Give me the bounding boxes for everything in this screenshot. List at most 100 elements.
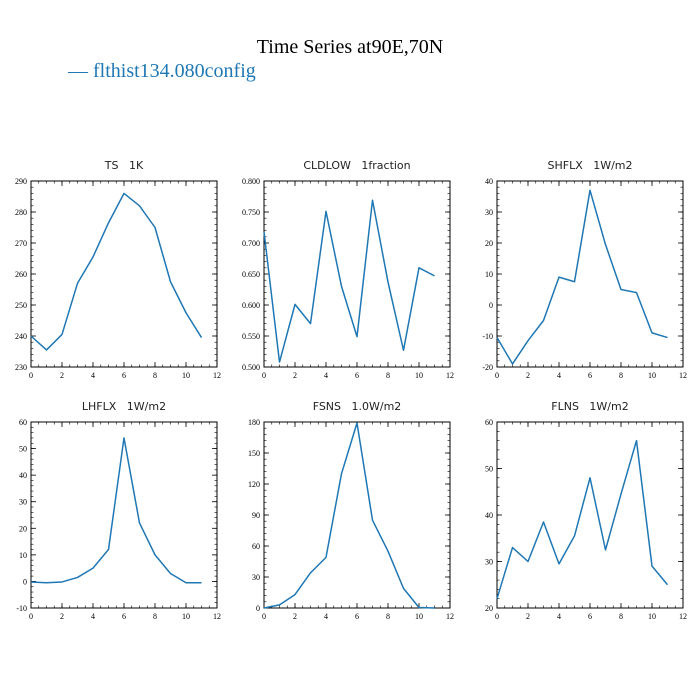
plot-frame bbox=[30, 421, 218, 609]
x-tick-label: 6 bbox=[355, 371, 359, 380]
y-tick-label: 0 bbox=[489, 301, 493, 310]
x-tick-label: 10 bbox=[182, 371, 190, 380]
plot-frame bbox=[263, 180, 451, 368]
x-tick-label: 8 bbox=[153, 371, 157, 380]
x-tick-label: 2 bbox=[526, 612, 530, 621]
x-tick-label: 6 bbox=[588, 371, 592, 380]
y-tick-label: 60 bbox=[19, 418, 27, 427]
y-tick-label: 20 bbox=[485, 239, 493, 248]
x-tick-label: 0 bbox=[262, 371, 266, 380]
plot-frame bbox=[496, 421, 684, 609]
x-tick-label: 12 bbox=[446, 371, 454, 380]
y-tick-label: 0.600 bbox=[242, 301, 260, 310]
y-tick-label: 240 bbox=[15, 332, 27, 341]
x-tick-label: 12 bbox=[679, 371, 687, 380]
legend-entry: — flthist134.080config bbox=[68, 60, 256, 83]
y-tick-label: 50 bbox=[485, 465, 493, 474]
x-tick-label: 6 bbox=[122, 612, 126, 621]
y-tick-label: 230 bbox=[15, 363, 27, 372]
x-tick-label: 4 bbox=[91, 371, 95, 380]
y-tick-label: 250 bbox=[15, 301, 27, 310]
x-tick-label: 0 bbox=[495, 371, 499, 380]
y-tick-label: 40 bbox=[19, 471, 27, 480]
y-tick-label: 90 bbox=[252, 511, 260, 520]
y-tick-label: 0.500 bbox=[242, 363, 260, 372]
subplot-2: CLDLOW 1fraction 0 2 4 6 8 10 12 0.500 0.550 0.600… bbox=[242, 159, 454, 380]
series-line bbox=[30, 192, 203, 351]
y-tick-label: 0 bbox=[256, 604, 260, 613]
x-tick-label: 4 bbox=[557, 612, 561, 621]
y-tick-label: -10 bbox=[482, 332, 493, 341]
series-line bbox=[496, 439, 669, 599]
x-tick-label: 12 bbox=[679, 612, 687, 621]
x-tick-label: 0 bbox=[262, 612, 266, 621]
x-tick-label: 12 bbox=[213, 612, 221, 621]
y-tick-label: 40 bbox=[485, 177, 493, 186]
subplot-title: FSNS 1.0W/m2 bbox=[313, 400, 402, 413]
series-line bbox=[496, 189, 668, 365]
subplot-1: TS 1K 0 2 4 6 8 10 12 230 240 250 260 270 280 290 bbox=[15, 159, 221, 380]
x-tick-label: 12 bbox=[446, 612, 454, 621]
series-line bbox=[263, 199, 435, 363]
subplot-title: SHFLX 1W/m2 bbox=[547, 159, 632, 172]
y-tick-label: 30 bbox=[19, 498, 27, 507]
y-tick-label: 150 bbox=[248, 449, 260, 458]
legend-label: flthist134.080config bbox=[93, 60, 256, 82]
y-tick-label: 0.650 bbox=[242, 270, 260, 279]
y-tick-label: 50 bbox=[19, 445, 27, 454]
x-tick-label: 0 bbox=[29, 612, 33, 621]
x-tick-label: 2 bbox=[60, 612, 64, 621]
y-tick-label: 20 bbox=[485, 604, 493, 613]
y-tick-label: 40 bbox=[485, 511, 493, 520]
y-tick-label: 0.700 bbox=[242, 239, 260, 248]
subplot-title: FLNS 1W/m2 bbox=[551, 400, 628, 413]
y-tick-label: 30 bbox=[485, 208, 493, 217]
x-tick-label: 2 bbox=[293, 612, 297, 621]
y-tick-label: 270 bbox=[15, 239, 27, 248]
x-tick-label: 6 bbox=[122, 371, 126, 380]
plot-frame bbox=[263, 421, 451, 609]
x-tick-label: 2 bbox=[526, 371, 530, 380]
x-tick-label: 8 bbox=[386, 612, 390, 621]
subplot-title: TS 1K bbox=[104, 159, 144, 172]
x-tick-label: 4 bbox=[91, 612, 95, 621]
y-tick-label: 10 bbox=[485, 270, 493, 279]
x-tick-label: 4 bbox=[324, 612, 328, 621]
x-tick-label: 10 bbox=[648, 612, 656, 621]
x-tick-label: 10 bbox=[415, 612, 423, 621]
x-tick-label: 8 bbox=[386, 371, 390, 380]
x-tick-label: 10 bbox=[415, 371, 423, 380]
y-tick-label: 0.800 bbox=[242, 177, 260, 186]
y-tick-label: 180 bbox=[248, 418, 260, 427]
series-line bbox=[30, 437, 202, 584]
x-tick-label: 0 bbox=[495, 612, 499, 621]
y-tick-label: -20 bbox=[482, 363, 493, 372]
x-tick-label: 8 bbox=[153, 612, 157, 621]
y-tick-label: 280 bbox=[15, 208, 27, 217]
x-tick-label: 2 bbox=[293, 371, 297, 380]
x-tick-label: 6 bbox=[588, 612, 592, 621]
x-tick-label: 8 bbox=[619, 371, 623, 380]
x-tick-label: 2 bbox=[60, 371, 64, 380]
plot-frame bbox=[30, 180, 218, 368]
x-tick-label: 8 bbox=[619, 612, 623, 621]
subplot-title: CLDLOW 1fraction bbox=[303, 159, 410, 172]
x-tick-label: 0 bbox=[29, 371, 33, 380]
subplot-title: LHFLX 1W/m2 bbox=[82, 400, 166, 413]
y-tick-label: 60 bbox=[252, 542, 260, 551]
y-tick-label: 260 bbox=[15, 270, 27, 279]
subplot-6: FLNS 1W/m2 0 2 4 6 8 10 12 20 30 40 50 60 bbox=[485, 400, 687, 621]
x-tick-label: 10 bbox=[182, 612, 190, 621]
y-tick-label: 30 bbox=[485, 558, 493, 567]
y-tick-label: 0 bbox=[23, 577, 27, 586]
x-tick-label: 10 bbox=[648, 371, 656, 380]
y-tick-label: 60 bbox=[485, 418, 493, 427]
y-tick-label: -10 bbox=[16, 604, 27, 613]
subplot-3: SHFLX 1W/m2 0 2 4 6 8 10 12 -20 -10 0 10 20 30 40 bbox=[482, 159, 687, 380]
y-tick-label: 30 bbox=[252, 573, 260, 582]
y-tick-label: 10 bbox=[19, 551, 27, 560]
x-tick-label: 6 bbox=[355, 612, 359, 621]
